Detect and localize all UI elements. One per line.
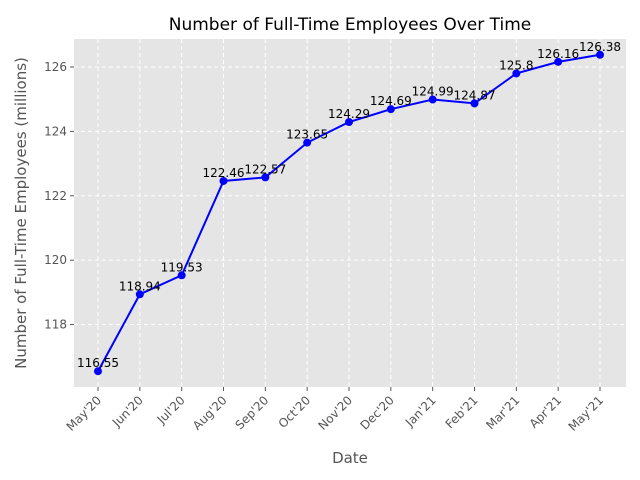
data-label: 119.53	[161, 260, 203, 274]
data-point	[261, 173, 270, 182]
data-label: 124.29	[328, 107, 370, 121]
data-label: 125.8	[499, 58, 533, 72]
data-label: 124.87	[454, 88, 496, 102]
y-tick-label: 122	[44, 189, 67, 203]
series-layer	[94, 50, 604, 376]
y-axis-label: Number of Full-Time Employees (millions)	[12, 57, 30, 369]
x-tick-label: Dec'20	[358, 393, 397, 432]
data-point	[345, 118, 353, 127]
data-label: 124.99	[412, 85, 454, 99]
data-point	[94, 367, 102, 376]
x-tick-label: Jun'20	[109, 393, 146, 430]
data-label: 116.55	[77, 356, 119, 370]
data-point	[470, 99, 479, 108]
x-tick-label: Feb'21	[443, 393, 481, 431]
data-point	[135, 290, 144, 299]
plot-background	[74, 39, 626, 387]
data-point	[428, 95, 437, 104]
x-tick-label: Sep'20	[232, 393, 271, 432]
x-tick-label: Mar'21	[483, 393, 522, 432]
x-tick-label: Nov'20	[316, 393, 356, 433]
x-tick-label: Oct'20	[276, 393, 314, 431]
y-tick-label: 118	[44, 318, 67, 332]
y-axis-ticks: 118 120 122 124 126	[44, 60, 74, 332]
data-label: 126.38	[579, 40, 621, 54]
data-label: 122.57	[244, 162, 286, 176]
x-tick-label: Jan'21	[402, 393, 439, 430]
x-tick-label: Apr'21	[527, 393, 565, 431]
data-label: 123.65	[286, 128, 328, 142]
data-point	[303, 138, 312, 147]
data-point	[386, 105, 395, 114]
data-point	[219, 176, 228, 185]
x-axis-label: Date	[332, 449, 368, 467]
y-tick-label: 126	[44, 60, 67, 74]
data-point	[596, 50, 604, 59]
x-axis-ticks: May'20 Jun'20 Jul'20 Aug'20 Sep'20 Oct'20 Nov'…	[64, 387, 607, 434]
data-label: 118.94	[119, 279, 161, 293]
x-tick-label: Aug'20	[190, 393, 230, 433]
data-label: 124.69	[370, 94, 412, 108]
x-tick-label: May'20	[64, 393, 105, 434]
y-tick-label: 120	[44, 253, 67, 267]
data-label: 122.46	[203, 166, 245, 180]
data-point	[554, 57, 563, 66]
data-point	[512, 69, 521, 78]
x-tick-label: Jul'20	[154, 393, 188, 427]
data-point	[177, 271, 186, 280]
chart-title: Number of Full-Time Employees Over Time	[169, 15, 532, 35]
x-tick-label: May'21	[566, 393, 607, 434]
y-tick-label: 124	[44, 124, 67, 138]
data-label: 126.16	[537, 47, 579, 61]
